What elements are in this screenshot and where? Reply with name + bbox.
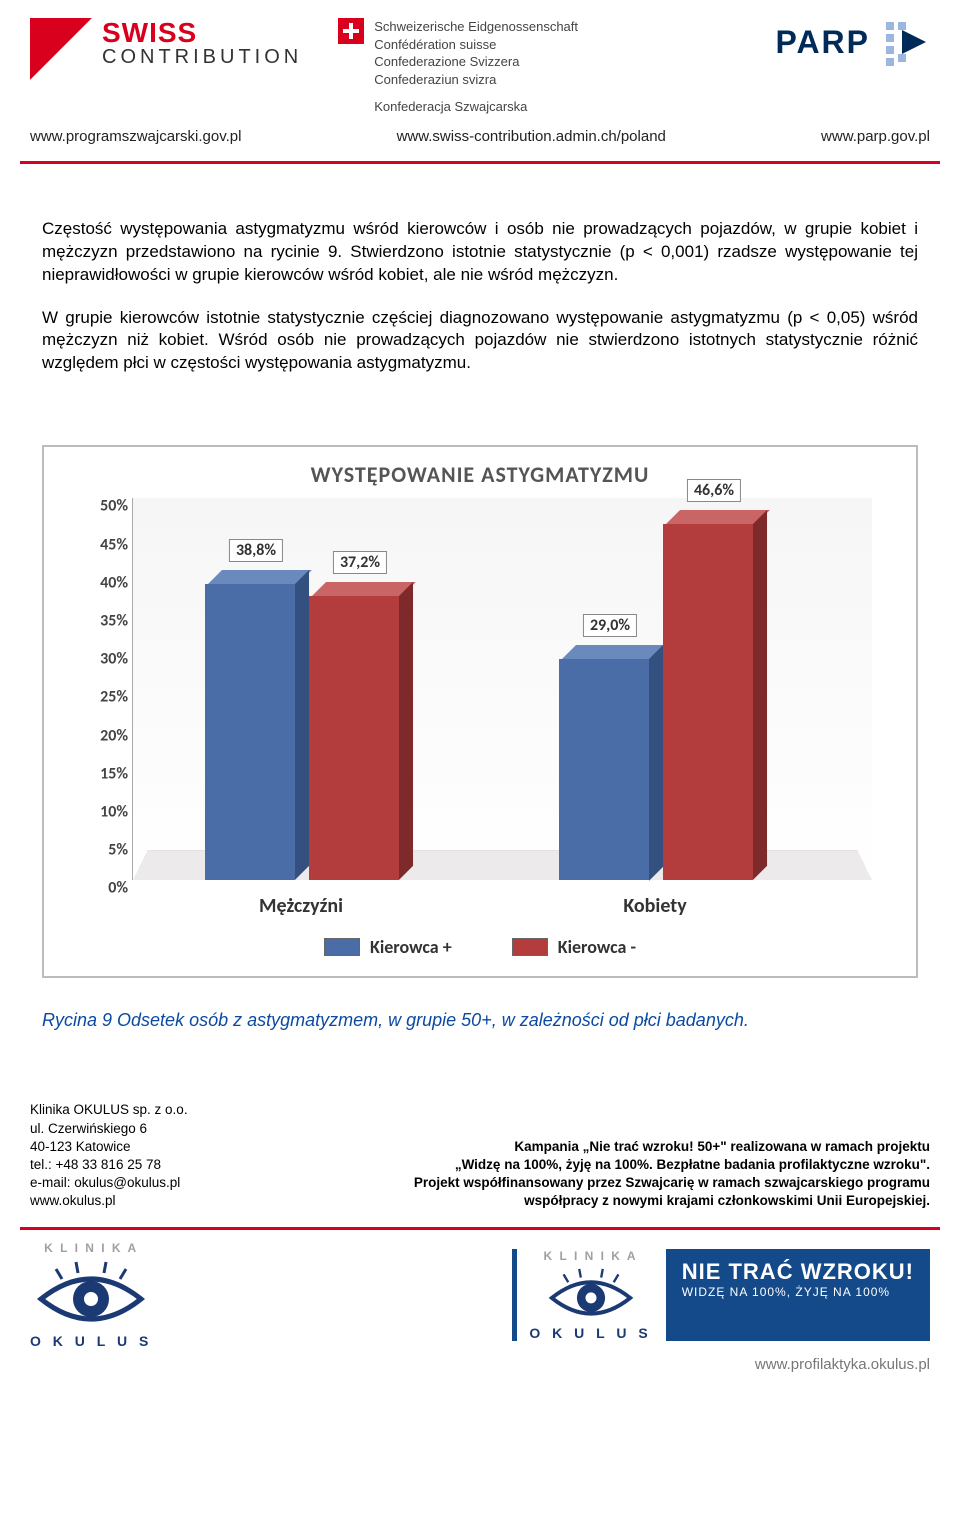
logo-top-label: K L I N I K A	[44, 1241, 138, 1255]
y-tick: 15%	[68, 764, 128, 783]
confed-line: Confederaziun svizra	[374, 71, 578, 89]
eye-icon	[36, 1257, 146, 1331]
x-category-0: Mężczyźni	[191, 894, 411, 918]
logo-bottom-label: O K U L U S	[30, 1333, 152, 1349]
bar	[205, 584, 295, 880]
figure-caption: Rycina 9 Odsetek osób z astygmatyzmem, w…	[0, 988, 960, 1039]
parp-text: PARP	[775, 24, 870, 61]
bar-value-label: 37,2%	[333, 551, 387, 574]
paragraph-1: Częstość występowania astygmatyzmu wśród…	[42, 218, 918, 287]
y-tick: 20%	[68, 726, 128, 745]
body-text: Częstość występowania astygmatyzmu wśród…	[0, 164, 960, 406]
bar	[663, 524, 753, 880]
chart-legend: Kierowca + Kierowca -	[44, 928, 916, 976]
swiss-contrib-l2: CONTRIBUTION	[102, 47, 302, 68]
y-tick: 35%	[68, 611, 128, 630]
confed-line: Schweizerische Eidgenossenschaft	[374, 18, 578, 36]
footer-right-l1: Kampania „Nie trać wzroku! 50+" realizow…	[514, 1139, 930, 1154]
swiss-contrib-l1: SWISS	[102, 18, 302, 47]
chart-title: WYSTĘPOWANIE ASTYGMATYZMU	[44, 447, 916, 498]
footer-right-l2: „Widzę na 100%, żyję na 100%. Bezpłatne …	[455, 1157, 930, 1172]
bar-value-label: 46,6%	[687, 479, 741, 502]
legend-swatch-1	[512, 938, 548, 956]
link-center[interactable]: www.swiss-contribution.admin.ch/poland	[397, 128, 666, 145]
page-header: SWISS CONTRIBUTION Schweizerische Eidgen…	[0, 0, 960, 124]
footer-left-l5: e-mail: okulus@okulus.pl	[30, 1174, 188, 1192]
logo-bottom-label-r: O K U L U S	[529, 1325, 651, 1341]
bar-value-label: 29,0%	[583, 614, 637, 637]
footer-left: Klinika OKULUS sp. z o.o. ul. Czerwiński…	[30, 1101, 188, 1210]
footer-left-l1: Klinika OKULUS sp. z o.o.	[30, 1101, 188, 1119]
header-links: www.programszwajcarski.gov.pl www.swiss-…	[0, 124, 960, 159]
astigmatism-chart: WYSTĘPOWANIE ASTYGMATYZMU 0% 5% 10% 15% 20% 2…	[42, 445, 918, 978]
bar-value-label: 38,8%	[229, 539, 283, 562]
legend-item-1: Kierowca -	[512, 936, 636, 958]
banner-big: NIE TRAĆ WZROKU!	[682, 1259, 914, 1285]
y-tick: 10%	[68, 802, 128, 821]
swiss-contribution-logo: SWISS CONTRIBUTION	[30, 18, 302, 80]
legend-label-0: Kierowca +	[370, 936, 452, 958]
link-left[interactable]: www.programszwajcarski.gov.pl	[30, 128, 241, 145]
parp-logo: PARP	[775, 18, 930, 66]
footer-right: Kampania „Nie trać wzroku! 50+" realizow…	[414, 1138, 930, 1211]
legend-label-1: Kierowca -	[558, 936, 636, 958]
paragraph-2: W grupie kierowców istotnie statystyczni…	[42, 307, 918, 376]
y-tick: 30%	[68, 650, 128, 669]
y-tick: 50%	[68, 497, 128, 516]
legend-item-0: Kierowca +	[324, 936, 452, 958]
y-tick: 25%	[68, 688, 128, 707]
confed-line: Confederazione Svizzera	[374, 53, 578, 71]
chart-plot: 0% 5% 10% 15% 20% 25% 30% 35% 40% 45% 50% 38,8% 37,…	[68, 498, 892, 928]
footer-left-l6: www.okulus.pl	[30, 1192, 188, 1210]
nie-trac-banner: NIE TRAĆ WZROKU! WIDZĘ NA 100%, ŻYJĘ NA …	[666, 1249, 930, 1341]
vertical-bar	[512, 1249, 517, 1341]
legend-swatch-0	[324, 938, 360, 956]
y-tick: 45%	[68, 535, 128, 554]
footer-logos: K L I N I K A O K U L U S K L I N I K A	[0, 1230, 960, 1350]
swiss-flag-icon	[338, 18, 364, 44]
footer-left-l3: 40-123 Katowice	[30, 1138, 188, 1156]
link-right[interactable]: www.parp.gov.pl	[821, 128, 930, 145]
y-tick: 0%	[68, 879, 128, 898]
x-category-1: Kobiety	[545, 894, 765, 918]
parp-icon	[882, 18, 930, 66]
bar	[309, 596, 399, 880]
footer-right-l4: współpracy z nowymi krajami członkowskim…	[524, 1193, 930, 1208]
y-axis: 0%5%10%15%20%25%30%35%40%45%50%	[68, 498, 128, 880]
nie-trac-block: K L I N I K A O K U L U S NIE TRAĆ WZROK…	[512, 1249, 930, 1341]
okulus-eye-logo-left: K L I N I K A O K U L U S	[30, 1241, 152, 1349]
footer-left-l2: ul. Czerwińskiego 6	[30, 1120, 188, 1138]
logo-top-label-r: K L I N I K A	[544, 1249, 638, 1263]
footer-right-l3: Projekt współfinansowany przez Szwajcari…	[414, 1175, 930, 1190]
bar	[559, 659, 649, 881]
footer-left-l4: tel.: +48 33 816 25 78	[30, 1156, 188, 1174]
swiss-triangle-icon	[30, 18, 92, 80]
y-tick: 40%	[68, 573, 128, 592]
banner-small: WIDZĘ NA 100%, ŻYJĘ NA 100%	[682, 1285, 914, 1299]
y-tick: 5%	[68, 841, 128, 860]
confed-bottom: Konfederacja Szwajcarska	[374, 98, 578, 116]
okulus-eye-logo-right: K L I N I K A O K U L U S	[529, 1249, 651, 1341]
confederation-block: Schweizerische Eidgenossenschaft Confédé…	[338, 18, 739, 116]
confed-line: Confédération suisse	[374, 36, 578, 54]
page-footer: Klinika OKULUS sp. z o.o. ul. Czerwiński…	[0, 1039, 960, 1224]
profil-link[interactable]: www.profilaktyka.okulus.pl	[0, 1350, 960, 1393]
eye-icon	[546, 1265, 636, 1323]
plot-area: 38,8%37,2%29,0%46,6%	[132, 498, 872, 880]
